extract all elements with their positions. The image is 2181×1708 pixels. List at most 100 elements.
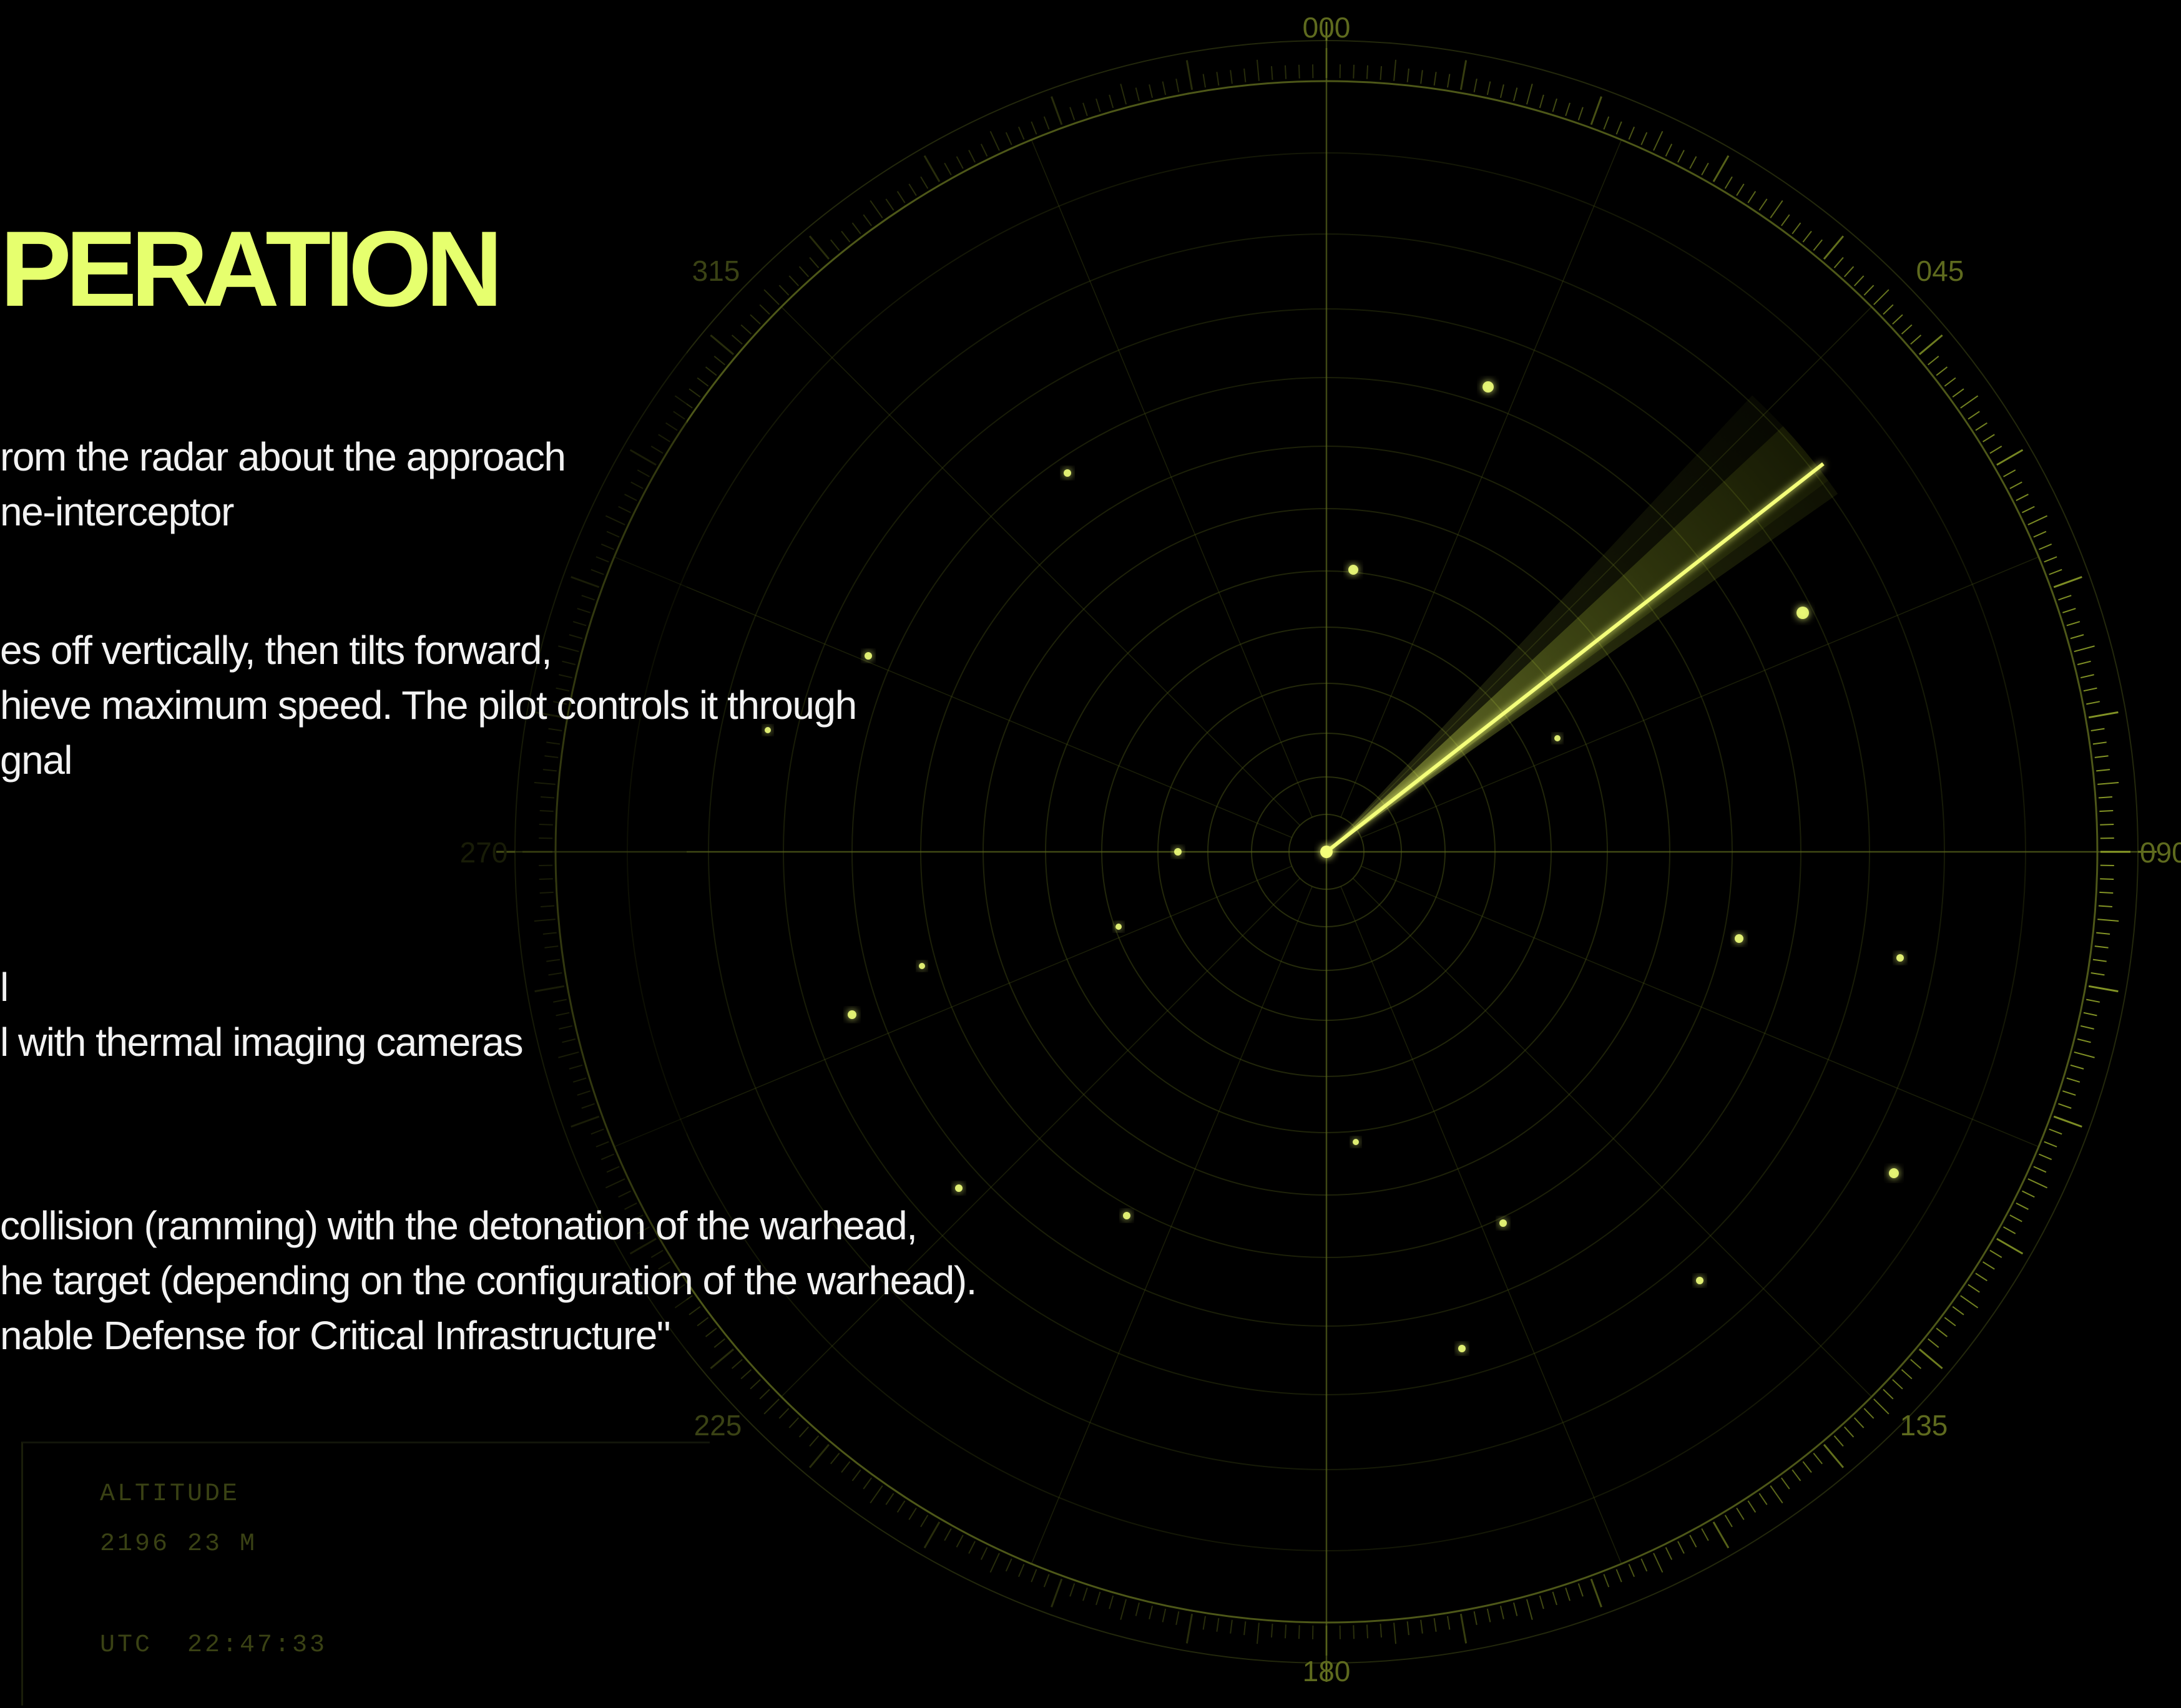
radar-tick	[2016, 1203, 2029, 1210]
radar-tick	[2058, 595, 2072, 601]
radar-tick	[1952, 1306, 1964, 1315]
radar-tick	[809, 256, 820, 268]
radar-tick	[1031, 1569, 1037, 1583]
radar-tick	[618, 1190, 631, 1198]
radar-tick	[1459, 1613, 1468, 1644]
radar-tick	[577, 608, 591, 613]
radar-spoke	[1352, 877, 1872, 1397]
radar-tick	[1928, 1338, 1939, 1348]
radar-tick	[989, 130, 1000, 151]
radar-tick	[2092, 959, 2107, 962]
radar-tick	[1162, 1608, 1167, 1623]
radar-spoke	[614, 866, 1292, 1148]
radar-tick	[629, 449, 657, 466]
radar-tick	[1017, 126, 1025, 140]
radar-tick	[841, 1461, 851, 1473]
radar-tick	[713, 356, 725, 366]
radar-tick	[1833, 1435, 1844, 1447]
radar-tick	[1770, 200, 1783, 218]
radar-tick	[1802, 230, 1812, 243]
radar-bearing-labels: 000 045 090 135 180 225 270 315	[460, 11, 2181, 1687]
radar-tick	[697, 377, 709, 387]
radar-tick	[944, 162, 952, 175]
radar-tick	[534, 781, 556, 785]
radar-tick	[650, 446, 664, 454]
radar-tick	[1892, 1379, 1903, 1390]
radar-tick	[2090, 972, 2105, 976]
radar-tick	[778, 285, 790, 296]
radar-tick	[552, 701, 567, 705]
radar-tick	[1747, 1500, 1757, 1513]
radar-tick	[1499, 1605, 1504, 1619]
radar-tick	[1901, 1369, 1913, 1380]
radar-spoke	[1340, 886, 1622, 1564]
radar-tick	[1256, 1623, 1260, 1644]
radar-tick	[1781, 214, 1790, 227]
radar-spoke	[781, 306, 1301, 826]
radar-tick	[980, 144, 988, 157]
bearing-label-090: 090	[2140, 836, 2181, 869]
radar-tick	[1135, 87, 1140, 102]
radar-sweep-beam	[1320, 395, 1838, 858]
radar-tick	[1069, 1583, 1076, 1597]
radar-tick	[1256, 59, 1260, 81]
radar-tick	[1043, 116, 1050, 130]
radar-tick	[2088, 711, 2119, 719]
radar-tick	[798, 266, 810, 278]
radar-tick	[1565, 102, 1571, 116]
radar-tick	[944, 1528, 952, 1541]
radar-tick	[2016, 494, 2029, 501]
radar-tick	[552, 998, 567, 1003]
altitude-label: ALTITUDE	[100, 1480, 240, 1508]
radar-tick	[1853, 1417, 1865, 1428]
radar-tick	[1298, 1625, 1300, 1639]
radar-tick	[740, 1369, 752, 1380]
radar-tick	[1486, 1608, 1491, 1623]
radar-tick	[1689, 156, 1697, 169]
radar-tick	[1944, 1317, 1956, 1327]
radar-tick	[1185, 60, 1193, 90]
radar-tick	[1202, 74, 1207, 88]
radar-blip	[1796, 607, 1809, 619]
radar-tick	[1095, 1591, 1101, 1606]
radar-tick	[1833, 256, 1844, 268]
radar-tick	[1393, 59, 1397, 81]
radar-tick	[1473, 1611, 1478, 1626]
radar-tick	[2027, 515, 2048, 525]
radar-tick	[2070, 634, 2084, 640]
radar-tick	[1366, 65, 1369, 79]
text-backdrop-fade	[0, 0, 687, 1708]
paragraph-interception: collision (ramming) with the detonation …	[0, 1198, 977, 1363]
radar-tick	[534, 919, 556, 922]
radar-tick	[1539, 1595, 1544, 1609]
radar-tick	[1665, 1547, 1673, 1560]
radar-tick	[2053, 576, 2082, 588]
radar-tick	[1615, 121, 1622, 135]
radar-tick	[1910, 334, 1922, 345]
radar-tick	[896, 1500, 906, 1513]
radar-tick	[556, 1012, 570, 1017]
radar-tick	[2097, 781, 2119, 785]
radar-tick	[863, 1477, 872, 1490]
radar-blip	[1696, 1277, 1703, 1284]
radar-tick	[1677, 1541, 1685, 1554]
radar-tick	[1640, 1558, 1648, 1572]
radar-blip	[1735, 934, 1743, 943]
radar-tick	[544, 945, 559, 949]
radar-tick	[1781, 1477, 1790, 1490]
radar-tick	[920, 1515, 929, 1528]
radar-tick	[2003, 1226, 2016, 1234]
radar-tick	[1983, 1261, 1995, 1270]
radar-tick	[650, 1249, 664, 1258]
radar-tick	[2033, 1166, 2047, 1173]
radar-tick	[923, 1521, 941, 1549]
radar-tick	[1952, 388, 1964, 398]
radar-tick	[870, 200, 883, 218]
radar-tick	[2080, 674, 2094, 679]
radar-tick	[2039, 543, 2052, 550]
radar-tick	[788, 1417, 800, 1428]
radar-tick	[1823, 235, 1845, 260]
radar-tick	[1813, 1453, 1823, 1465]
radar-tick	[1615, 1569, 1622, 1583]
radar-tick	[637, 469, 650, 477]
